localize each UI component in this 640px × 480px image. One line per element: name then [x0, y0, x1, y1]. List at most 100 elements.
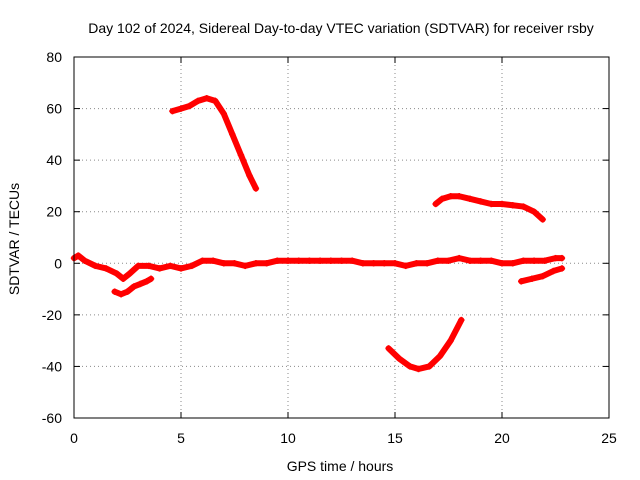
series-layer [70, 95, 566, 373]
y-tick-label: -20 [42, 307, 62, 323]
x-axis-label: GPS time / hours [287, 458, 394, 474]
data-point [145, 262, 153, 270]
data-point [415, 365, 422, 373]
data-point [229, 131, 236, 138]
data-point [552, 254, 559, 262]
data-point [130, 283, 138, 290]
data-point [550, 267, 557, 275]
data-point [436, 352, 444, 360]
data-point [498, 260, 506, 267]
plot-frame [73, 56, 610, 419]
data-point [252, 185, 260, 192]
series-line [169, 95, 259, 192]
data-point [381, 260, 388, 267]
data-point [423, 260, 431, 267]
data-point [143, 278, 150, 285]
data-point [237, 151, 245, 159]
data-point [396, 355, 403, 362]
series-late-low-arc [518, 265, 566, 285]
x-tick-label: 0 [70, 430, 78, 446]
data-point [242, 262, 249, 270]
y-tick-label: 20 [46, 204, 62, 220]
data-point [402, 262, 409, 270]
data-point [252, 260, 260, 267]
data-point [246, 172, 253, 179]
x-tick-label: 15 [387, 430, 403, 446]
y-tick-label: -40 [42, 358, 62, 374]
data-point [188, 262, 195, 270]
data-point [111, 288, 118, 295]
data-point [359, 260, 367, 267]
data-point [520, 203, 527, 210]
data-point [117, 291, 125, 298]
data-point [406, 363, 414, 370]
series-line [385, 317, 465, 373]
y-tick-label: 80 [46, 49, 62, 65]
data-point [466, 257, 474, 264]
series-morning-high-arc [169, 95, 260, 192]
series-line [432, 193, 546, 223]
data-point [167, 262, 174, 270]
data-point [530, 208, 538, 215]
data-point [156, 265, 163, 272]
data-point [92, 262, 99, 270]
data-point [186, 102, 193, 110]
data-point [284, 257, 292, 264]
chart-title: Day 102 of 2024, Sidereal Day-to-day VTE… [88, 20, 594, 36]
data-point [498, 200, 506, 208]
tick-layer: 0 5 10 15 20 25 -60 -40 -20 0 20 40 60 80 [42, 49, 617, 446]
data-point [477, 257, 484, 264]
data-point [447, 337, 454, 344]
data-point [295, 257, 302, 264]
data-point [413, 260, 420, 267]
data-point [488, 257, 495, 264]
data-point [306, 257, 313, 264]
data-point [338, 257, 345, 264]
data-point [426, 363, 433, 370]
data-point [432, 200, 439, 208]
data-point [120, 275, 127, 282]
data-point [509, 260, 516, 267]
x-tick-label: 25 [601, 430, 617, 446]
data-point [135, 262, 142, 270]
data-point [113, 270, 120, 277]
data-point [220, 110, 227, 117]
series-evening-high-arc [432, 193, 546, 223]
data-point [558, 265, 566, 272]
data-point [528, 275, 536, 282]
data-point [445, 257, 452, 264]
x-tick-label: 5 [177, 430, 185, 446]
data-point [447, 193, 454, 200]
data-point [316, 257, 324, 264]
data-point [434, 257, 441, 264]
data-point [509, 202, 516, 209]
series-main-band-segment-1 [70, 252, 566, 282]
data-point [177, 265, 185, 272]
y-tick-label: 60 [46, 101, 62, 117]
x-tick-label: 20 [494, 430, 510, 446]
data-point [199, 257, 206, 264]
data-point [539, 272, 546, 280]
data-point [349, 257, 356, 264]
x-tick-label: 10 [280, 430, 296, 446]
data-point [438, 195, 446, 203]
data-point [456, 254, 463, 262]
data-point [209, 257, 217, 264]
data-point [203, 95, 210, 102]
data-point [231, 260, 238, 267]
data-point [456, 193, 463, 200]
grid-layer [74, 57, 609, 418]
series-line [71, 252, 565, 282]
data-point [518, 278, 525, 285]
data-point [458, 316, 465, 324]
data-point [102, 265, 110, 272]
y-tick-label: 40 [46, 152, 62, 168]
data-point [370, 260, 377, 267]
data-point [263, 260, 270, 267]
data-point [391, 260, 399, 267]
data-point [126, 270, 133, 277]
series-early-low-arc [111, 275, 155, 298]
data-point [385, 345, 392, 352]
